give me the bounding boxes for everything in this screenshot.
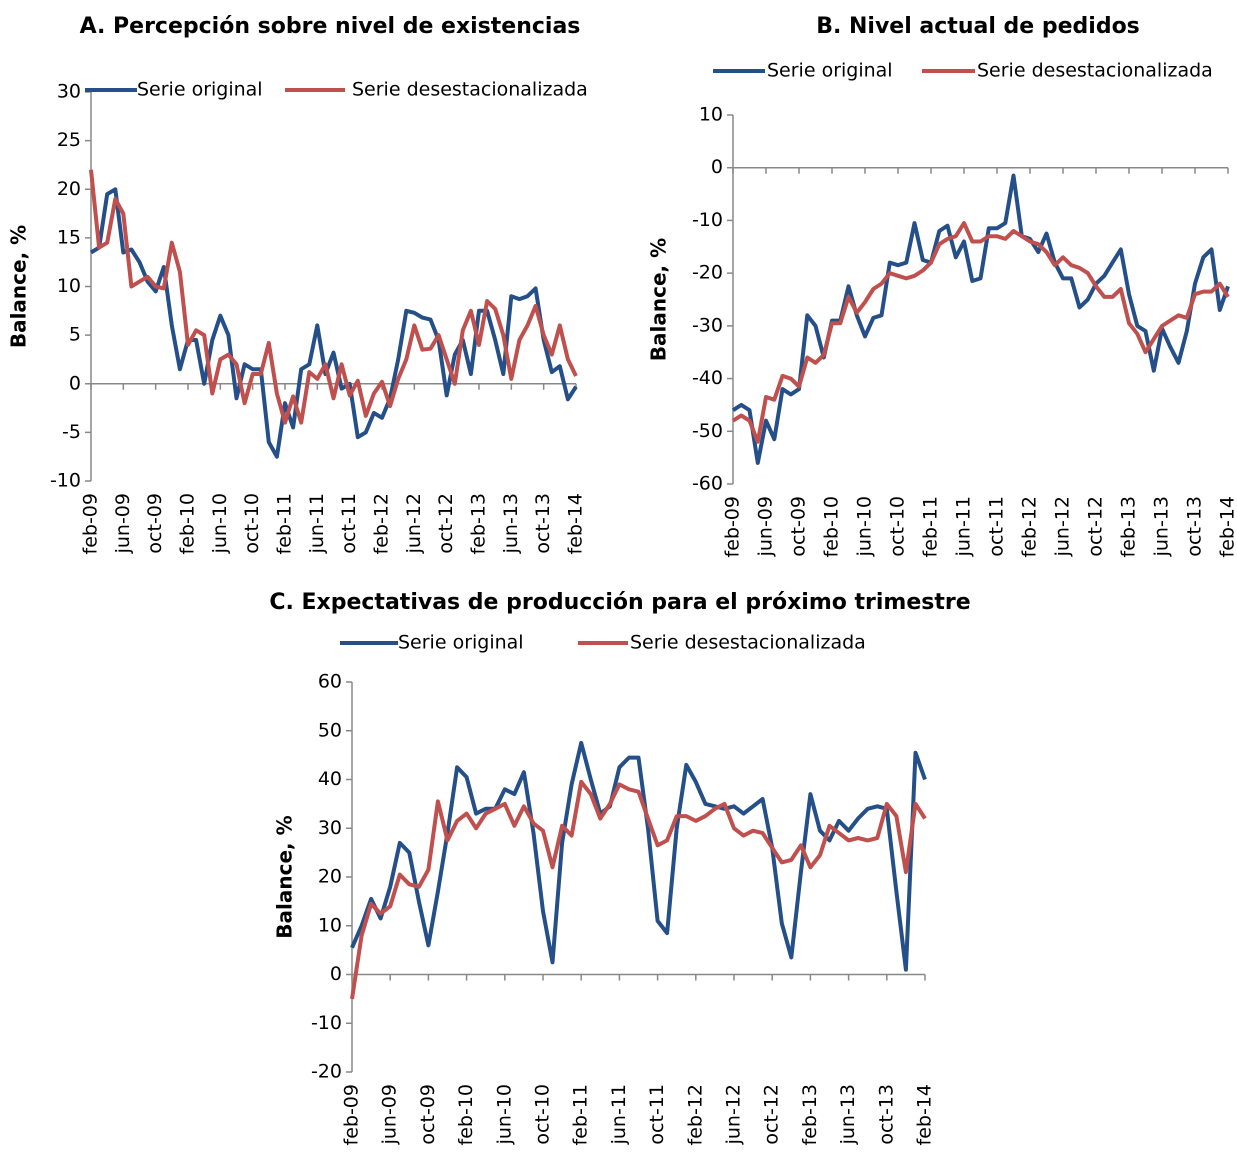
x-tick-label: feb-13 [799, 1084, 821, 1145]
y-tick-label: 0 [69, 372, 81, 394]
x-tick-label: feb-10 [821, 496, 843, 557]
y-tick-label: 30 [57, 81, 81, 103]
y-tick-label: 10 [318, 914, 342, 936]
x-tick-label: jun-12 [403, 493, 425, 554]
legend-label: Serie desestacionalizada [977, 60, 1213, 82]
y-tick-label: 60 [318, 671, 342, 693]
x-tick-label: jun-11 [608, 1084, 630, 1145]
chart-title: C. Expectativas de producción para el pr… [269, 590, 970, 615]
y-tick-label: -5 [62, 421, 81, 443]
y-tick-label: 50 [318, 719, 342, 741]
data-line [731, 221, 1230, 444]
x-tick-label: feb-11 [920, 496, 942, 557]
data-line [731, 173, 1230, 465]
x-tick-label: oct-12 [435, 493, 457, 554]
legend-label: Serie original [137, 79, 263, 101]
data-line [89, 169, 578, 425]
y-tick-label: -10 [692, 209, 723, 231]
x-tick-label: oct-10 [887, 496, 909, 557]
x-tick-label: jun-10 [493, 1084, 515, 1145]
y-tick-label: -20 [692, 262, 723, 284]
x-tick-label: oct-11 [338, 493, 360, 554]
chart-title: B. Nivel actual de pedidos [816, 14, 1140, 39]
x-tick-label: jun-09 [112, 493, 134, 554]
y-tick-label: 5 [69, 324, 81, 346]
y-tick-label: -60 [692, 473, 723, 495]
y-tick-label: 0 [711, 156, 723, 178]
data-line [89, 187, 578, 459]
x-tick-label: oct-09 [144, 493, 166, 554]
x-tick-label: oct-10 [241, 493, 263, 554]
x-tick-label: feb-11 [274, 493, 296, 554]
data-line [350, 740, 927, 972]
y-axis-label: Balance, % [273, 815, 297, 938]
x-tick-label: oct-12 [761, 1084, 783, 1145]
x-tick-label: feb-09 [341, 1084, 363, 1145]
y-tick-label: -20 [311, 1061, 342, 1083]
legend-label: Serie original [398, 632, 524, 654]
x-tick-label: feb-10 [455, 1084, 477, 1145]
y-tick-label: 40 [318, 768, 342, 790]
legend-label: Serie desestacionalizada [630, 632, 866, 654]
y-tick-label: -30 [692, 314, 723, 336]
x-tick-label: oct-09 [788, 496, 810, 557]
y-tick-label: 10 [699, 104, 723, 126]
y-tick-label: 25 [57, 129, 81, 151]
x-tick-label: feb-12 [371, 493, 393, 554]
x-tick-label: feb-13 [1118, 496, 1140, 557]
x-tick-label: oct-10 [532, 1084, 554, 1145]
chart-title: A. Percepción sobre nivel de existencias [80, 14, 581, 39]
x-tick-label: feb-10 [177, 493, 199, 554]
y-tick-label: 20 [318, 866, 342, 888]
y-tick-label: 15 [57, 226, 81, 248]
x-tick-label: oct-11 [646, 1084, 668, 1145]
y-tick-label: 20 [57, 178, 81, 200]
x-tick-label: feb-14 [1217, 496, 1237, 557]
x-tick-label: feb-14 [565, 493, 587, 554]
y-tick-label: -40 [692, 367, 723, 389]
x-tick-label: feb-11 [570, 1084, 592, 1145]
x-tick-label: jun-11 [953, 496, 975, 557]
x-tick-label: jun-13 [1151, 496, 1173, 557]
x-tick-label: jun-13 [500, 493, 522, 554]
x-tick-label: feb-13 [468, 493, 490, 554]
data-line [350, 779, 927, 1000]
x-tick-label: jun-09 [379, 1084, 401, 1145]
y-tick-label: 0 [330, 963, 342, 985]
x-tick-label: oct-13 [532, 493, 554, 554]
x-tick-label: oct-09 [417, 1084, 439, 1145]
x-tick-label: jun-12 [723, 1084, 745, 1145]
y-tick-label: -10 [50, 470, 81, 492]
x-tick-label: jun-10 [209, 493, 231, 554]
x-tick-label: feb-12 [684, 1084, 706, 1145]
y-tick-label: 10 [57, 275, 81, 297]
x-tick-label: feb-09 [80, 493, 102, 554]
x-tick-label: oct-13 [1184, 496, 1206, 557]
x-tick-label: oct-13 [875, 1084, 897, 1145]
x-tick-label: oct-12 [1085, 496, 1107, 557]
x-tick-label: jun-09 [755, 496, 777, 557]
x-tick-label: jun-12 [1052, 496, 1074, 557]
x-tick-label: feb-12 [1019, 496, 1041, 557]
x-tick-label: oct-11 [986, 496, 1008, 557]
legend-label: Serie desestacionalizada [352, 79, 588, 101]
x-tick-label: feb-09 [722, 496, 744, 557]
x-tick-label: jun-13 [837, 1084, 859, 1145]
y-tick-label: -10 [311, 1012, 342, 1034]
x-tick-label: jun-10 [854, 496, 876, 557]
y-tick-label: 30 [318, 817, 342, 839]
x-tick-label: feb-14 [914, 1084, 936, 1145]
y-axis-label: Balance, % [7, 225, 31, 348]
y-tick-label: -50 [692, 420, 723, 442]
x-tick-label: jun-11 [306, 493, 328, 554]
y-axis-label: Balance, % [647, 238, 671, 361]
legend-label: Serie original [767, 60, 893, 82]
